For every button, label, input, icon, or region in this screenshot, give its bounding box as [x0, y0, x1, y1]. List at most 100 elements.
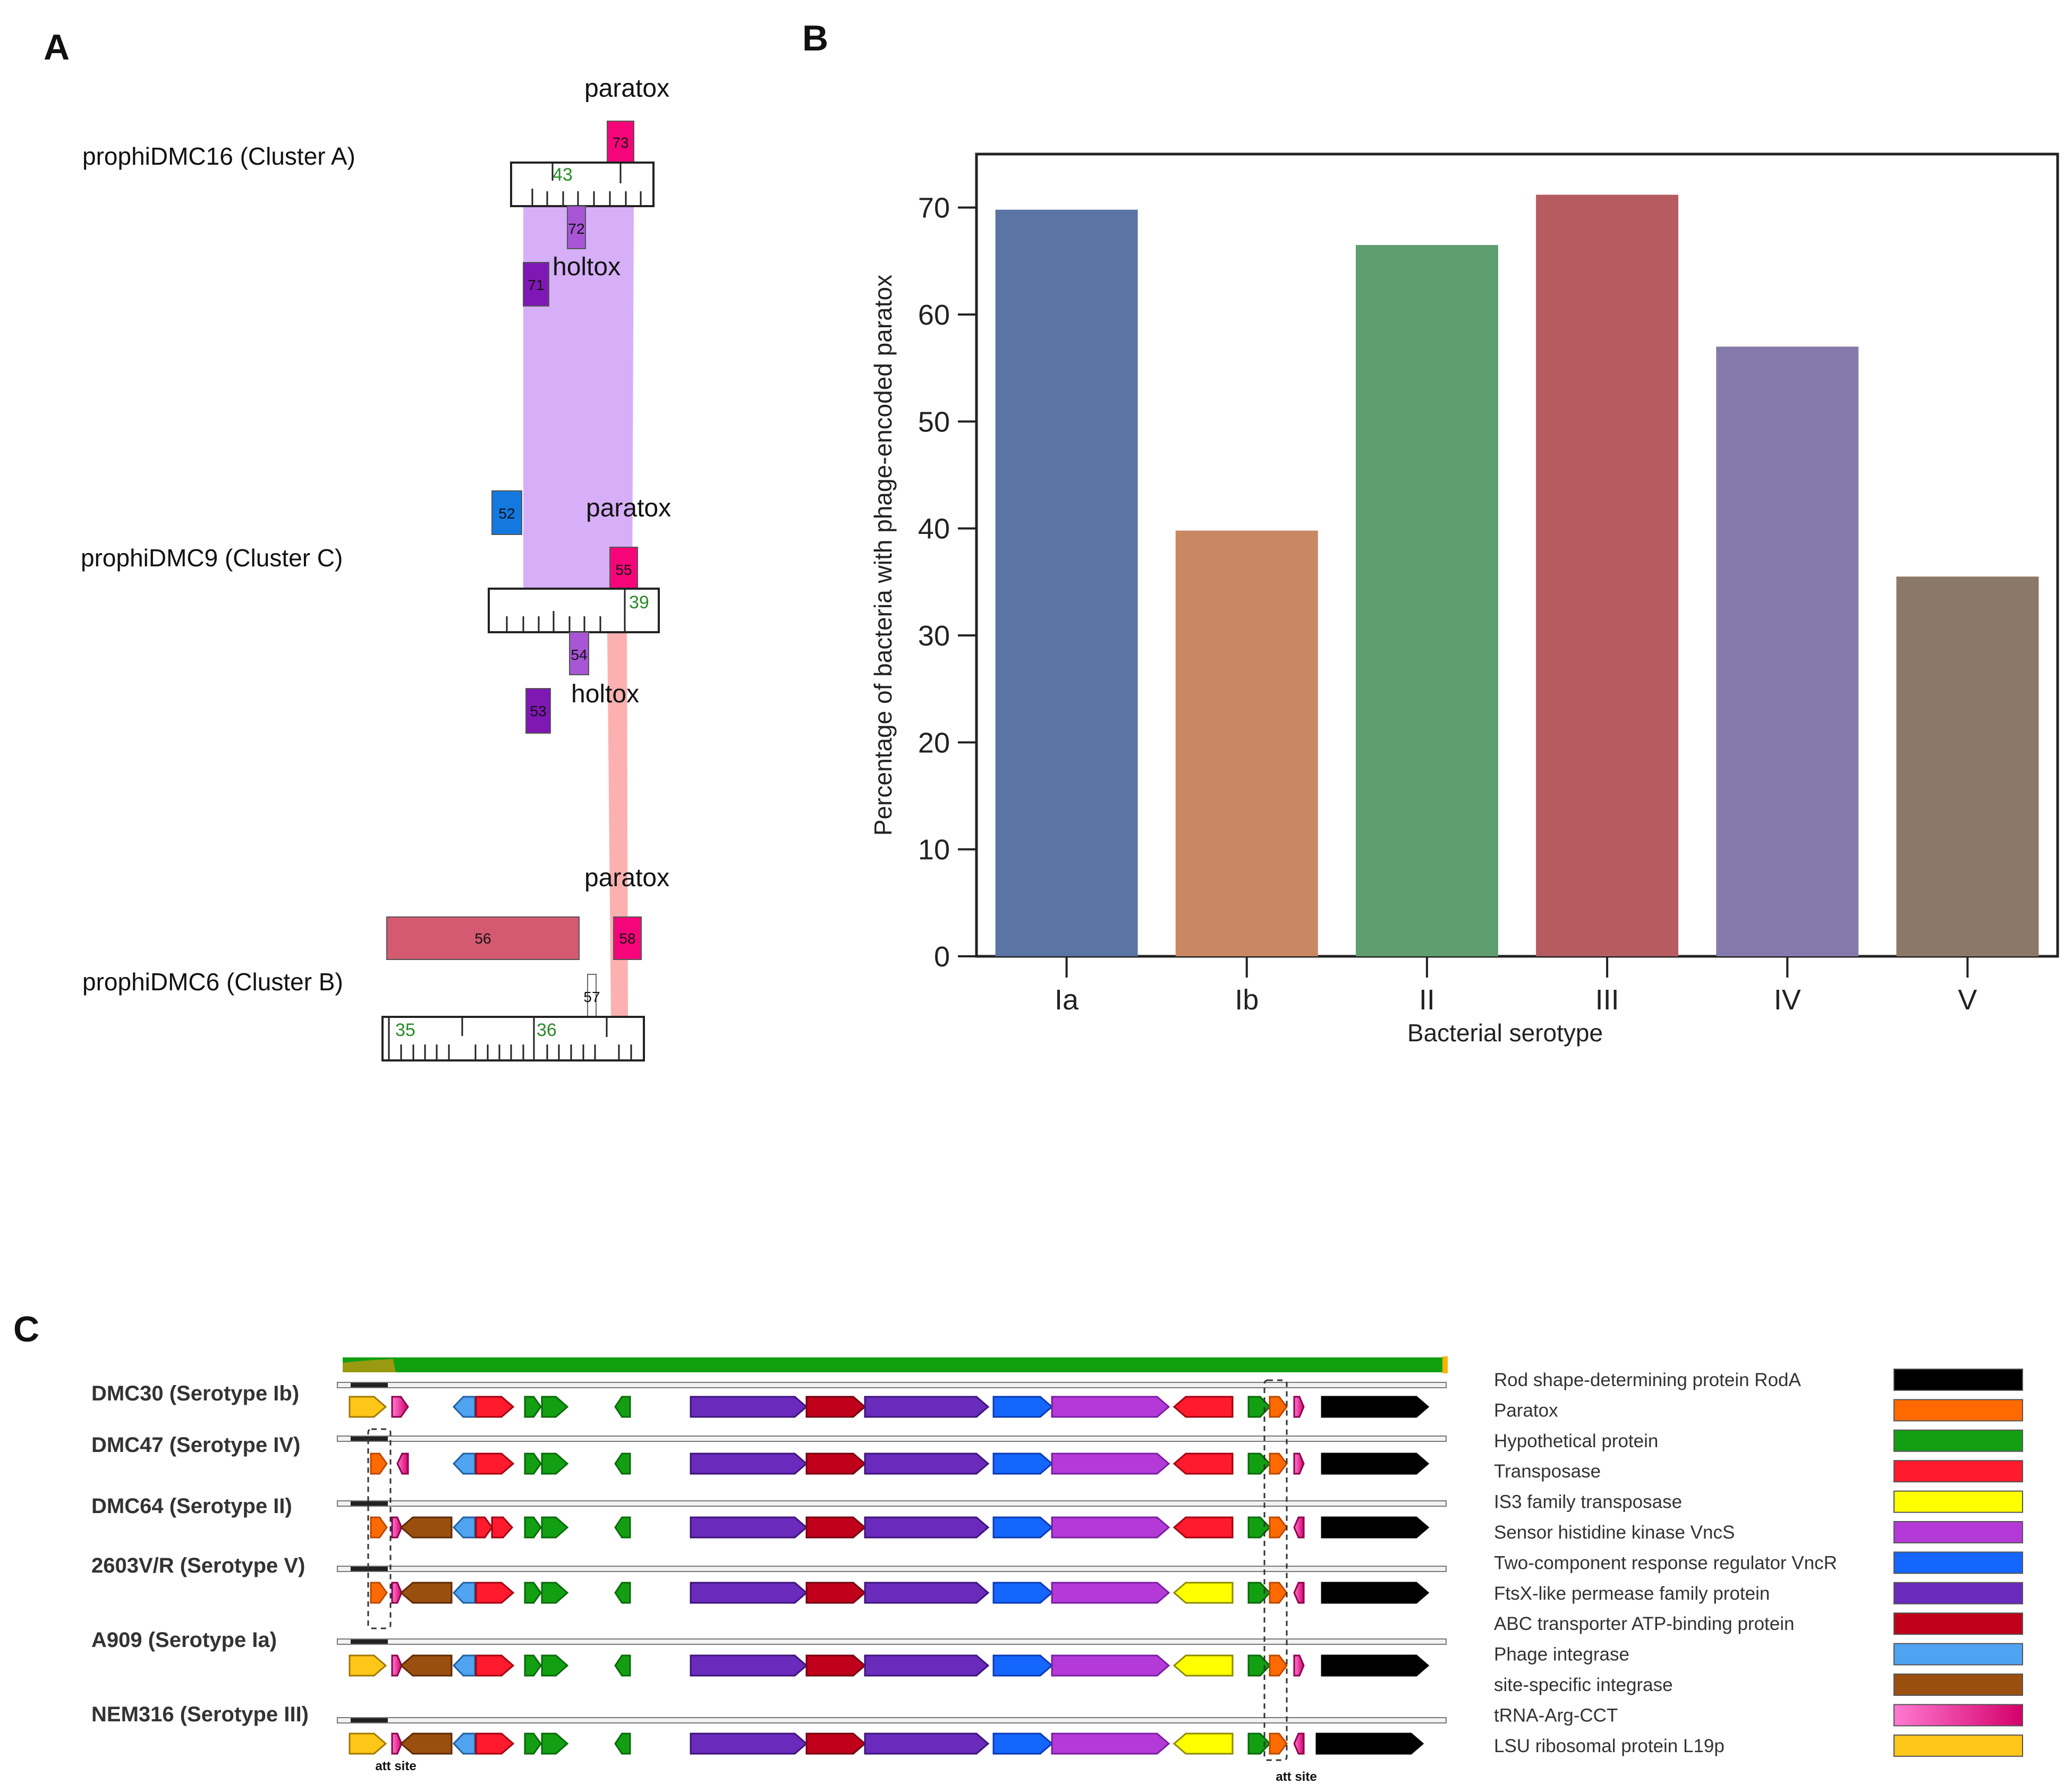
- panel-c: C DMC30 (Serotype Ib) DMC47 (Serotype IV…: [13, 1309, 2023, 1784]
- gene-52: [491, 490, 522, 535]
- legend-label: Sensor histidine kinase VncS: [1494, 1522, 1735, 1543]
- plot-frame: [975, 152, 2059, 958]
- gene-arrow-trna: [391, 1582, 403, 1604]
- panel-a-letter: A: [44, 27, 70, 67]
- genome-axis: [337, 1566, 1447, 1572]
- bar-III: [1536, 194, 1679, 957]
- gene-arrow-vncr: [992, 1732, 1054, 1755]
- panel-b-letter: B: [802, 18, 828, 58]
- y-axis-label: Percentage of bacteria with phage-encode…: [869, 275, 897, 836]
- gene-arrow-is3: [1173, 1582, 1234, 1604]
- gene-71-label: 71: [528, 277, 544, 293]
- gene-arrow-hyp: [1247, 1732, 1271, 1755]
- gene-arrow-paratox: [370, 1582, 388, 1604]
- gene-arrow-trans: [475, 1582, 515, 1604]
- genome-axis-dark-segment: [351, 1501, 388, 1506]
- gene-arrow-trans: [475, 1516, 493, 1539]
- legend-label: tRNA-Arg-CCT: [1494, 1705, 1618, 1726]
- gene-arrow-hyp: [1247, 1654, 1271, 1677]
- gene-arrow-hyp: [614, 1453, 631, 1475]
- x-tick-label: II: [1419, 984, 1435, 1016]
- strain-label: DMC30 (Serotype Ib): [91, 1382, 299, 1405]
- genome-axis-dark-segment: [351, 1718, 388, 1722]
- gene-arrow-trans: [1173, 1453, 1234, 1475]
- gene-arrow-hyp: [614, 1654, 631, 1677]
- gene-arrow-hyp: [524, 1654, 542, 1677]
- gene-arrow-abc: [805, 1582, 867, 1604]
- gene-arrow-trans: [491, 1516, 514, 1539]
- gene-arrow-paratox: [1269, 1453, 1288, 1475]
- gene-arrow-hyp: [1247, 1453, 1271, 1475]
- prophage-title-dmc6: prophiDMC6 (Cluster B): [82, 968, 343, 996]
- gene-arrow-hyp: [614, 1732, 631, 1755]
- gene-arrow-vncr: [992, 1582, 1054, 1604]
- gene-arrow-trna: [391, 1654, 403, 1677]
- att-site-label-right: att site: [1276, 1770, 1316, 1784]
- gene-71: [523, 262, 549, 307]
- gene-arrow-hyp: [614, 1396, 631, 1418]
- gene-arrow-trna: [396, 1453, 409, 1475]
- prophage-title-dmc9: prophiDMC9 (Cluster C): [81, 544, 343, 572]
- gene-arrow-ftsx: [690, 1732, 808, 1755]
- gene-arrow-roda: [1321, 1654, 1430, 1677]
- gene-arrow-hyp: [524, 1516, 542, 1539]
- y-tick-label: 10: [918, 834, 950, 866]
- legend-label: Transposase: [1494, 1461, 1601, 1482]
- gene-arrow-ftsx: [690, 1396, 808, 1418]
- gene-arrow-hyp: [1247, 1582, 1271, 1604]
- gene-54-label: 54: [571, 647, 587, 663]
- y-tick-label: 0: [934, 941, 950, 973]
- genome-axis: [337, 1500, 1447, 1507]
- legend-swatch: [1893, 1551, 2023, 1574]
- y-tick-label: 20: [918, 727, 950, 759]
- gene-arrow-vncr: [992, 1654, 1054, 1677]
- gene-arrow-trans: [1173, 1516, 1234, 1539]
- bar-Ia: [995, 209, 1138, 956]
- legend-swatch: [1893, 1399, 2023, 1422]
- gene-arrow-hyp: [541, 1516, 569, 1539]
- bar-Ib: [1175, 530, 1318, 956]
- gene-arrow-trna: [1293, 1396, 1305, 1418]
- gene-arrow-hyp: [524, 1396, 542, 1418]
- gene-58-label: 58: [619, 930, 635, 947]
- gene-arrow-hyp: [541, 1582, 569, 1604]
- gene-arrow-trans: [475, 1453, 515, 1475]
- gene-arrow-trans: [475, 1396, 515, 1418]
- x-tick-label: Ib: [1235, 984, 1259, 1016]
- genome-axis-dark-segment: [351, 1640, 388, 1644]
- gene-arrow-hyp: [524, 1453, 542, 1475]
- gene-arrow-paratox: [370, 1516, 388, 1539]
- gene-55-label: 55: [615, 562, 632, 578]
- legend-swatch: [1893, 1674, 2023, 1696]
- gene-arrow-phint: [452, 1516, 476, 1539]
- genome-axis-dark-segment: [351, 1437, 388, 1441]
- map-ticks-dmc9: [506, 589, 626, 632]
- gene-arrow-vncs: [1051, 1654, 1170, 1677]
- att-site-label-left: att site: [375, 1759, 416, 1773]
- gene-arrow-roda: [1321, 1516, 1430, 1539]
- att-site-box-left: [367, 1428, 392, 1629]
- gene-arrow-ftsx: [690, 1654, 808, 1677]
- legend-label: LSU ribosomal protein L19p: [1494, 1736, 1725, 1756]
- gene-arrow-hyp: [1247, 1516, 1271, 1539]
- gene-arrow-trans: [475, 1732, 515, 1755]
- y-tick-label: 40: [918, 513, 950, 545]
- gene-arrow-phint: [452, 1453, 476, 1475]
- gene-arrow-l19: [349, 1732, 387, 1755]
- tick-label-36: 36: [537, 1020, 557, 1040]
- gene-arrow-roda: [1321, 1582, 1430, 1604]
- gene-53: [525, 688, 551, 734]
- purple-homology-band: [523, 204, 634, 589]
- gene-arrow-roda: [1315, 1732, 1424, 1755]
- gene-arrow-ftsx: [864, 1396, 990, 1418]
- strain-label: DMC47 (Serotype IV): [91, 1433, 300, 1457]
- gene-arrow-hyp: [541, 1453, 569, 1475]
- gene-arrow-trna: [1293, 1582, 1305, 1604]
- gene-arrow-abc: [805, 1516, 867, 1539]
- gene-53-label: 53: [530, 703, 546, 719]
- gene-arrow-abc: [805, 1396, 867, 1418]
- gene-arrow-trans: [1173, 1396, 1234, 1418]
- gene-arrow-vncr: [992, 1453, 1054, 1475]
